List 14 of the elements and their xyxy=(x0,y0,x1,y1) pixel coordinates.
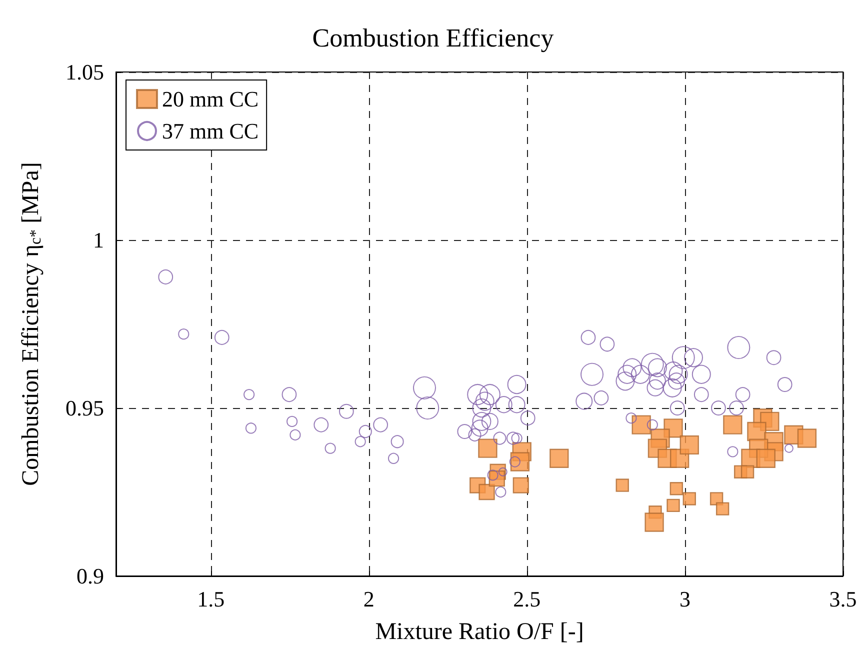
x-tick-label: 1.5 xyxy=(197,586,225,612)
y-axis-title: Combustion Efficiency ηc* [MPa] xyxy=(18,162,44,486)
y-tick-label: 1 xyxy=(93,228,104,252)
legend-label: 37 mm CC xyxy=(162,118,259,144)
x-tick-label: 2 xyxy=(363,586,374,612)
y-tick-label: 0.9 xyxy=(76,564,104,588)
x-tick-label: 2.5 xyxy=(513,586,541,612)
chart-title: Combustion Efficiency xyxy=(312,24,554,52)
x-tick-label: 3 xyxy=(679,586,690,612)
legend-label: 20 mm CC xyxy=(162,86,259,112)
x-tick-label: 3.5 xyxy=(829,586,857,612)
y-tick-label: 0.95 xyxy=(66,396,104,420)
x-axis-title: Mixture Ratio O/F [-] xyxy=(375,619,584,645)
y-tick-label: 1.05 xyxy=(66,60,104,84)
